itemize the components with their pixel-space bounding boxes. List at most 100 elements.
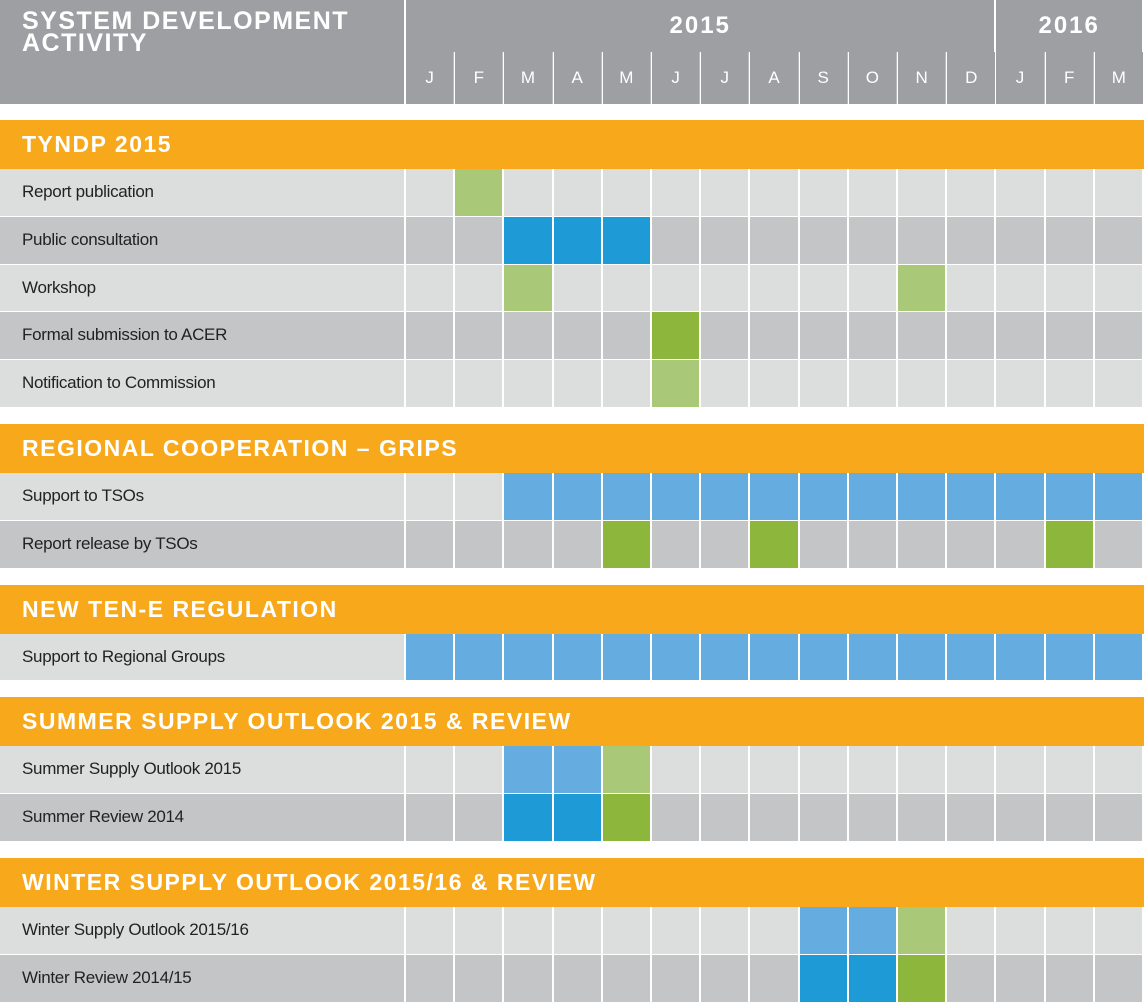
empty-cell — [799, 312, 847, 360]
empty-cell — [504, 954, 552, 1002]
activity-cell — [898, 473, 946, 520]
activity-cell — [553, 794, 601, 841]
empty-cell — [1045, 264, 1093, 312]
empty-cell — [799, 264, 847, 312]
empty-cell — [799, 169, 847, 216]
activity-cell — [750, 633, 798, 681]
empty-cell — [898, 360, 946, 407]
empty-cell — [947, 794, 995, 841]
row-label: Report release by TSOs — [0, 520, 404, 568]
activity-cell — [1045, 633, 1093, 681]
empty-cell — [406, 954, 454, 1002]
empty-cell — [553, 907, 601, 954]
empty-cell — [1045, 794, 1093, 841]
empty-cell — [553, 954, 601, 1002]
year-label: 2015 — [406, 0, 995, 52]
empty-cell — [406, 216, 454, 264]
month-label: J — [996, 52, 1045, 104]
empty-cell — [1094, 264, 1142, 312]
empty-cell — [455, 264, 503, 312]
activity-cell — [504, 216, 552, 264]
section-title: SUMMER SUPPLY OUTLOOK 2015 & REVIEW — [0, 697, 1144, 747]
empty-cell — [1045, 169, 1093, 216]
empty-cell — [750, 216, 798, 264]
activity-cell — [652, 360, 700, 407]
activity-cell — [1094, 633, 1142, 681]
empty-cell — [701, 954, 749, 1002]
empty-cell — [652, 264, 700, 312]
empty-cell — [898, 216, 946, 264]
empty-cell — [996, 264, 1044, 312]
empty-cell — [1045, 954, 1093, 1002]
empty-cell — [996, 794, 1044, 841]
empty-cell — [996, 312, 1044, 360]
empty-cell — [406, 169, 454, 216]
activity-cell — [848, 907, 896, 954]
empty-cell — [406, 312, 454, 360]
row-label: Formal submission to ACER — [0, 312, 404, 360]
empty-cell — [455, 216, 503, 264]
activity-cell — [504, 794, 552, 841]
month-label: S — [799, 52, 848, 104]
empty-cell — [701, 312, 749, 360]
empty-cell — [504, 360, 552, 407]
activity-cell — [553, 633, 601, 681]
empty-cell — [553, 264, 601, 312]
empty-cell — [1094, 746, 1142, 794]
empty-cell — [750, 169, 798, 216]
activity-cell — [553, 746, 601, 794]
activity-cell — [602, 794, 650, 841]
empty-cell — [1094, 954, 1142, 1002]
empty-cell — [799, 794, 847, 841]
empty-cell — [701, 264, 749, 312]
activity-cell — [455, 633, 503, 681]
empty-cell — [848, 360, 896, 407]
empty-cell — [799, 216, 847, 264]
month-label: M — [602, 52, 651, 104]
row-label: Notification to Commission — [0, 360, 404, 407]
activity-cell — [898, 633, 946, 681]
activity-cell — [848, 954, 896, 1002]
empty-cell — [996, 746, 1044, 794]
empty-cell — [553, 520, 601, 568]
activity-cell — [996, 633, 1044, 681]
empty-cell — [406, 794, 454, 841]
activity-cell — [553, 216, 601, 264]
empty-cell — [1094, 794, 1142, 841]
activity-cell — [701, 633, 749, 681]
activity-cell — [504, 264, 552, 312]
empty-cell — [701, 216, 749, 264]
row-label: Public consultation — [0, 216, 404, 264]
activity-cell — [406, 633, 454, 681]
header-title: SYSTEM DEVELOPMENT ACTIVITY — [0, 0, 404, 104]
row-label: Support to Regional Groups — [0, 633, 404, 681]
empty-cell — [947, 360, 995, 407]
activity-cell — [602, 473, 650, 520]
empty-cell — [553, 312, 601, 360]
activity-cell — [553, 473, 601, 520]
empty-cell — [455, 907, 503, 954]
activity-cell — [898, 264, 946, 312]
empty-cell — [455, 360, 503, 407]
empty-cell — [1094, 216, 1142, 264]
activity-cell — [504, 473, 552, 520]
empty-cell — [504, 907, 552, 954]
empty-cell — [504, 169, 552, 216]
month-label: A — [750, 52, 799, 104]
empty-cell — [701, 746, 749, 794]
empty-cell — [848, 169, 896, 216]
empty-cell — [947, 746, 995, 794]
row-label: Summer Review 2014 — [0, 794, 404, 841]
empty-cell — [701, 360, 749, 407]
activity-cell — [799, 473, 847, 520]
empty-cell — [504, 520, 552, 568]
activity-cell — [799, 907, 847, 954]
empty-cell — [898, 312, 946, 360]
activity-cell — [848, 633, 896, 681]
empty-cell — [652, 216, 700, 264]
activity-cell — [947, 633, 995, 681]
empty-cell — [652, 794, 700, 841]
empty-cell — [602, 264, 650, 312]
empty-cell — [947, 216, 995, 264]
